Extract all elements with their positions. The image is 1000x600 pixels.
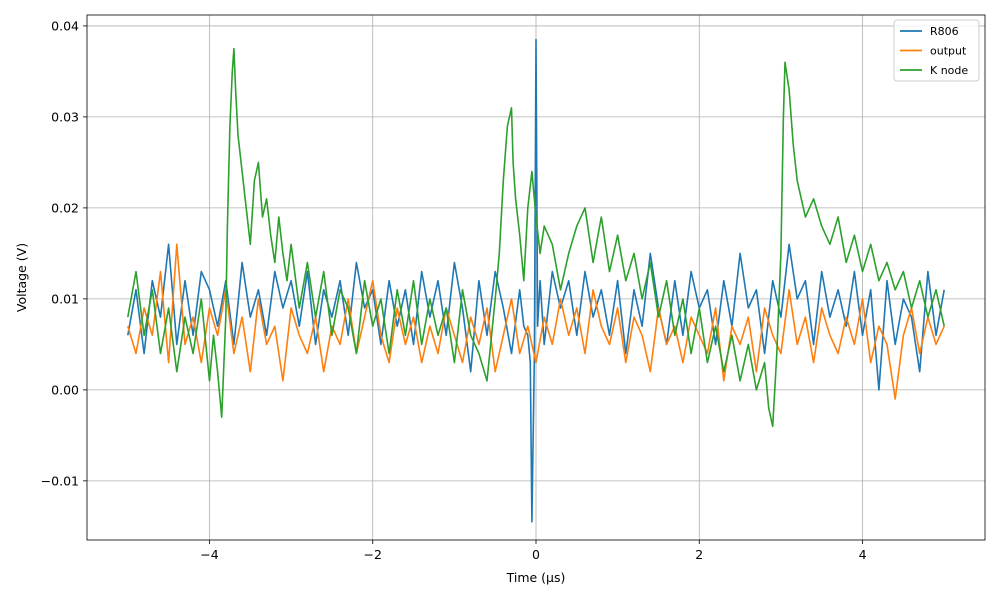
axis-ticks: −4 −2 0 2 4 −0.01 0.00 0.01 0.02 0.03 0.04 xyxy=(41,18,867,562)
x-tick-label: −4 xyxy=(200,547,218,562)
x-tick-label: 0 xyxy=(532,547,540,562)
legend-box xyxy=(893,19,980,82)
y-tick-label: 0.00 xyxy=(51,382,79,397)
y-tick-label: 0.02 xyxy=(51,200,79,215)
x-tick-label: 2 xyxy=(695,547,703,562)
legend-label: output xyxy=(930,45,967,58)
legend-label: R806 xyxy=(930,25,959,38)
y-tick-label: 0.04 xyxy=(51,18,79,33)
legend-label: K node xyxy=(930,64,968,77)
series-line-output xyxy=(127,243,945,400)
y-tick-label: 0.01 xyxy=(51,291,79,306)
x-axis-label: Time (µs) xyxy=(506,570,566,585)
legend: R806 output K node xyxy=(893,19,980,82)
series-lines xyxy=(127,38,945,523)
y-tick-label: 0.03 xyxy=(51,109,79,124)
legend-items: R806 output K node xyxy=(900,25,968,77)
y-tick-label: −0.01 xyxy=(41,473,79,488)
x-tick-label: 4 xyxy=(859,547,867,562)
series-line-k-node xyxy=(127,47,945,428)
x-tick-label: −2 xyxy=(364,547,382,562)
y-axis-label: Voltage (V) xyxy=(14,243,29,312)
